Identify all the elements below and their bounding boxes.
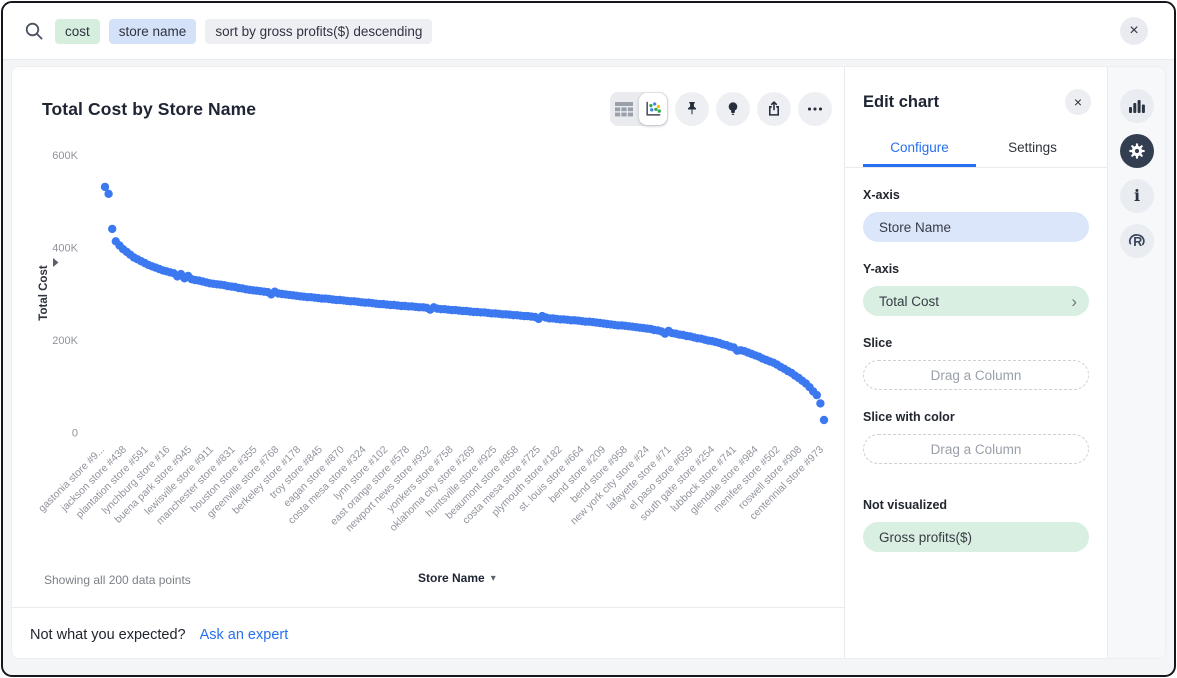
x-axis-control[interactable]: Store Name ▾: [418, 571, 496, 585]
slice-color-drop-zone[interactable]: Drag a Column: [863, 434, 1089, 464]
svg-text:R: R: [1133, 235, 1142, 249]
feedback-row: Not what you expected? Ask an expert: [30, 627, 288, 643]
search-bar[interactable]: cost store name sort by gross profits($)…: [3, 3, 1174, 60]
y-axis-field-label: Y-axis: [863, 262, 900, 276]
scatter-point[interactable]: [108, 224, 117, 234]
feedback-text: Not what you expected?: [30, 627, 186, 643]
info-rail-button[interactable]: i: [1119, 179, 1154, 213]
x-axis-pill-value: Store Name: [879, 219, 952, 235]
search-icon: [25, 22, 43, 40]
lightbulb-icon: [728, 102, 738, 115]
view-toggle: [610, 92, 668, 126]
scatter-chart-icon: [646, 101, 661, 116]
chart-title: Total Cost by Store Name: [42, 99, 257, 119]
slice-color-placeholder: Drag a Column: [930, 441, 1022, 457]
y-axis-title[interactable]: Total Cost: [38, 265, 50, 321]
panel-close-button[interactable]: ×: [1065, 89, 1091, 115]
x-axis-field-label: X-axis: [863, 188, 900, 202]
scatter-point[interactable]: [812, 390, 821, 400]
share-icon: [769, 101, 779, 116]
info-icon: i: [1133, 186, 1139, 205]
chevron-right-icon: ›: [1071, 291, 1077, 311]
svg-text:i: i: [1133, 186, 1139, 205]
right-rail: i R: [1107, 67, 1165, 658]
chart-toolbar: [610, 92, 832, 126]
y-axis-tick: 600K: [52, 150, 78, 162]
search-token-phrase[interactable]: sort by gross profits($) descending: [205, 18, 433, 44]
slice-drop-zone[interactable]: Drag a Column: [863, 360, 1089, 390]
main-card: Total Cost by Store Name: [11, 66, 1166, 659]
scatter-point[interactable]: [104, 189, 113, 198]
tab-configure[interactable]: Configure: [863, 127, 976, 167]
not-visualized-pill[interactable]: Gross profits($): [863, 522, 1089, 552]
slice-field-label: Slice: [863, 336, 893, 350]
chart-view-button[interactable]: [639, 93, 667, 125]
y-axis-caret-icon[interactable]: [53, 258, 59, 267]
table-icon: [615, 101, 633, 116]
chevron-down-icon: ▾: [490, 572, 496, 584]
more-icon: [807, 107, 823, 111]
y-axis-tick: 0: [72, 428, 78, 440]
panel-tabs: Configure Settings: [845, 127, 1107, 168]
edit-chart-rail-button[interactable]: [1119, 134, 1154, 168]
x-axis-control-label: Store Name: [418, 571, 485, 585]
pin-button[interactable]: [675, 92, 709, 126]
y-axis-pill-value: Total Cost: [879, 293, 940, 309]
ask-an-expert-link[interactable]: Ask an expert: [199, 627, 289, 643]
search-token-measure[interactable]: cost: [55, 18, 100, 44]
table-view-button[interactable]: [610, 92, 638, 126]
more-button[interactable]: [798, 92, 832, 126]
share-button[interactable]: [757, 92, 791, 126]
tab-settings[interactable]: Settings: [1008, 140, 1057, 155]
edit-chart-panel: Edit chart × Configure Settings X-axis S…: [844, 67, 1107, 658]
x-axis-pill[interactable]: Store Name: [863, 212, 1089, 242]
close-icon: ×: [1073, 94, 1083, 110]
insights-button[interactable]: [716, 92, 750, 126]
close-icon: ×: [1129, 22, 1139, 39]
search-token-attribute[interactable]: store name: [108, 18, 197, 44]
pin-icon: [688, 102, 696, 115]
data-points-status: Showing all 200 data points: [44, 573, 191, 587]
gear-icon: [1128, 143, 1145, 159]
r-analytics-icon: R: [1128, 234, 1145, 249]
panel-header: Edit chart ×: [845, 67, 1107, 121]
y-axis-pill[interactable]: Total Cost ›: [863, 286, 1089, 316]
search-close-button[interactable]: ×: [1120, 17, 1148, 45]
bar-chart-icon: [1128, 100, 1145, 113]
chart-type-rail-button[interactable]: [1119, 89, 1154, 123]
panel-title: Edit chart: [863, 92, 940, 111]
slice-placeholder: Drag a Column: [930, 367, 1022, 383]
chart-section: Total Cost by Store Name: [12, 67, 844, 658]
scatter-point[interactable]: [819, 415, 829, 425]
slice-color-field-label: Slice with color: [863, 410, 955, 424]
scatter-point[interactable]: [100, 182, 110, 192]
scatter-point[interactable]: [816, 399, 825, 408]
y-axis-tick: 400K: [52, 243, 78, 255]
divider: [12, 607, 844, 608]
r-analytics-rail-button[interactable]: R: [1119, 224, 1154, 258]
not-visualized-field-label: Not visualized: [863, 498, 948, 512]
y-axis-tick: 200K: [52, 335, 78, 347]
not-visualized-pill-value: Gross profits($): [879, 529, 973, 545]
